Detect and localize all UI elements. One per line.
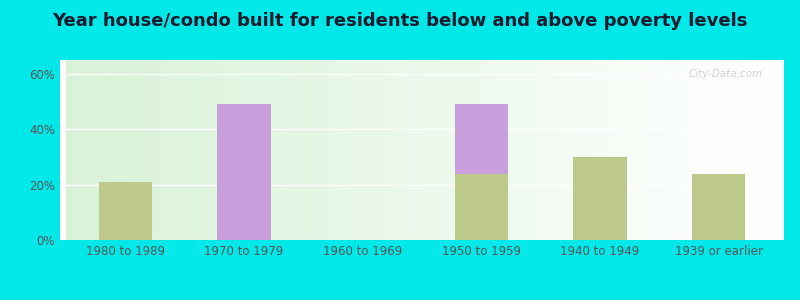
Bar xyxy=(574,157,626,240)
Bar xyxy=(454,104,508,240)
Bar xyxy=(692,173,746,240)
Bar xyxy=(454,173,508,240)
Bar xyxy=(98,182,152,240)
Text: Year house/condo built for residents below and above poverty levels: Year house/condo built for residents bel… xyxy=(52,12,748,30)
Bar xyxy=(218,104,270,240)
Text: City-Data.com: City-Data.com xyxy=(688,69,762,79)
